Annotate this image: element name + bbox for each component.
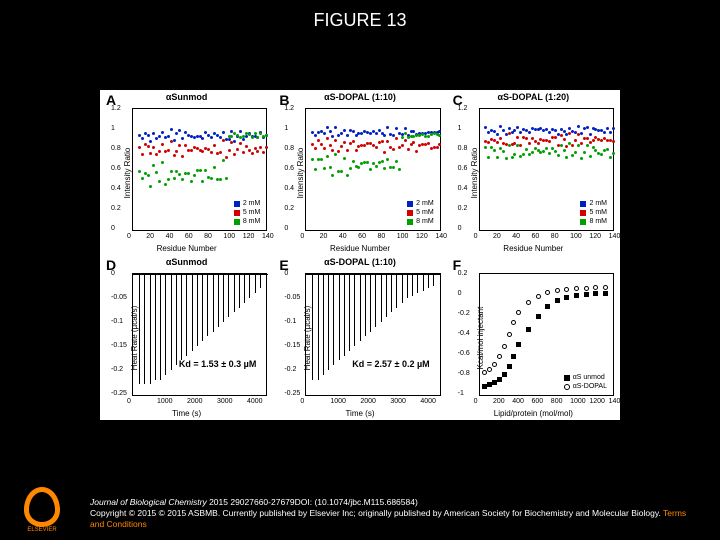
plot-area: 01000200030004000-0.25-0.2-0.15-0.1-0.05… xyxy=(305,273,440,396)
plot-area: 02040608010012014000.20.40.60.811.22 mM5… xyxy=(305,108,440,231)
x-axis-label: Lipid/protein (mol/mol) xyxy=(494,409,573,418)
x-axis-label: Time (s) xyxy=(172,409,201,418)
elsevier-logo: ELSEVIER xyxy=(12,482,72,532)
y-axis-label: Intensity Ratio xyxy=(296,147,305,198)
panel-title: αS-DOPAL (1:20) xyxy=(497,92,569,102)
citation-journal: Journal of Biological Chemistry xyxy=(90,497,207,507)
plot-area: 0200400600800100012001400-1-0.8-0.6-0.4-… xyxy=(479,273,614,396)
y-axis-label: Intensity Ratio xyxy=(123,147,132,198)
panel-D: DαSunmodHeat Rate (µcal/s)Time (s)010002… xyxy=(100,255,273,420)
panel-E: EαS-DOPAL (1:10)Heat Rate (µcal/s)Time (… xyxy=(273,255,446,420)
figure-title: FIGURE 13 xyxy=(0,0,720,31)
citation-details: 2015 29027660-27679DOI: (10.1074/jbc.M11… xyxy=(207,497,418,507)
copyright: Copyright © 2015 © 2015 ASBMB. Currently… xyxy=(90,508,663,518)
svg-text:ELSEVIER: ELSEVIER xyxy=(27,527,57,532)
panel-B: BαS-DOPAL (1:10)Intensity RatioResidue N… xyxy=(273,90,446,255)
figure-panels: AαSunmodIntensity RatioResidue Number020… xyxy=(100,90,620,420)
plot-area: 02040608010012014000.20.40.60.811.22 mM5… xyxy=(132,108,267,231)
x-axis-label: Residue Number xyxy=(503,244,563,253)
x-axis-label: Residue Number xyxy=(157,244,217,253)
panel-A: AαSunmodIntensity RatioResidue Number020… xyxy=(100,90,273,255)
panel-F: FKcal/mol injectantLipid/protein (mol/mo… xyxy=(447,255,620,420)
plot-area: 01000200030004000-0.25-0.2-0.15-0.1-0.05… xyxy=(132,273,267,396)
plot-area: 02040608010012014000.20.40.60.811.22 mM5… xyxy=(479,108,614,231)
x-axis-label: Residue Number xyxy=(330,244,390,253)
x-axis-label: Time (s) xyxy=(345,409,374,418)
legend: αS unmodαS-DOPAL xyxy=(564,373,607,391)
panel-title: αS-DOPAL (1:10) xyxy=(324,257,396,267)
kd-value: Kd = 1.53 ± 0.3 µM xyxy=(179,359,256,369)
legend: 2 mM5 mM8 mM xyxy=(234,199,261,226)
kd-value: Kd = 2.57 ± 0.2 µM xyxy=(352,359,429,369)
legend: 2 mM5 mM8 mM xyxy=(580,199,607,226)
y-axis-label: Intensity Ratio xyxy=(470,147,479,198)
panel-title: αSunmod xyxy=(166,257,208,267)
panel-C: CαS-DOPAL (1:20)Intensity RatioResidue N… xyxy=(447,90,620,255)
legend: 2 mM5 mM8 mM xyxy=(407,199,434,226)
footer: Journal of Biological Chemistry 2015 290… xyxy=(90,497,700,530)
panel-title: αSunmod xyxy=(166,92,208,102)
panel-title: αS-DOPAL (1:10) xyxy=(324,92,396,102)
